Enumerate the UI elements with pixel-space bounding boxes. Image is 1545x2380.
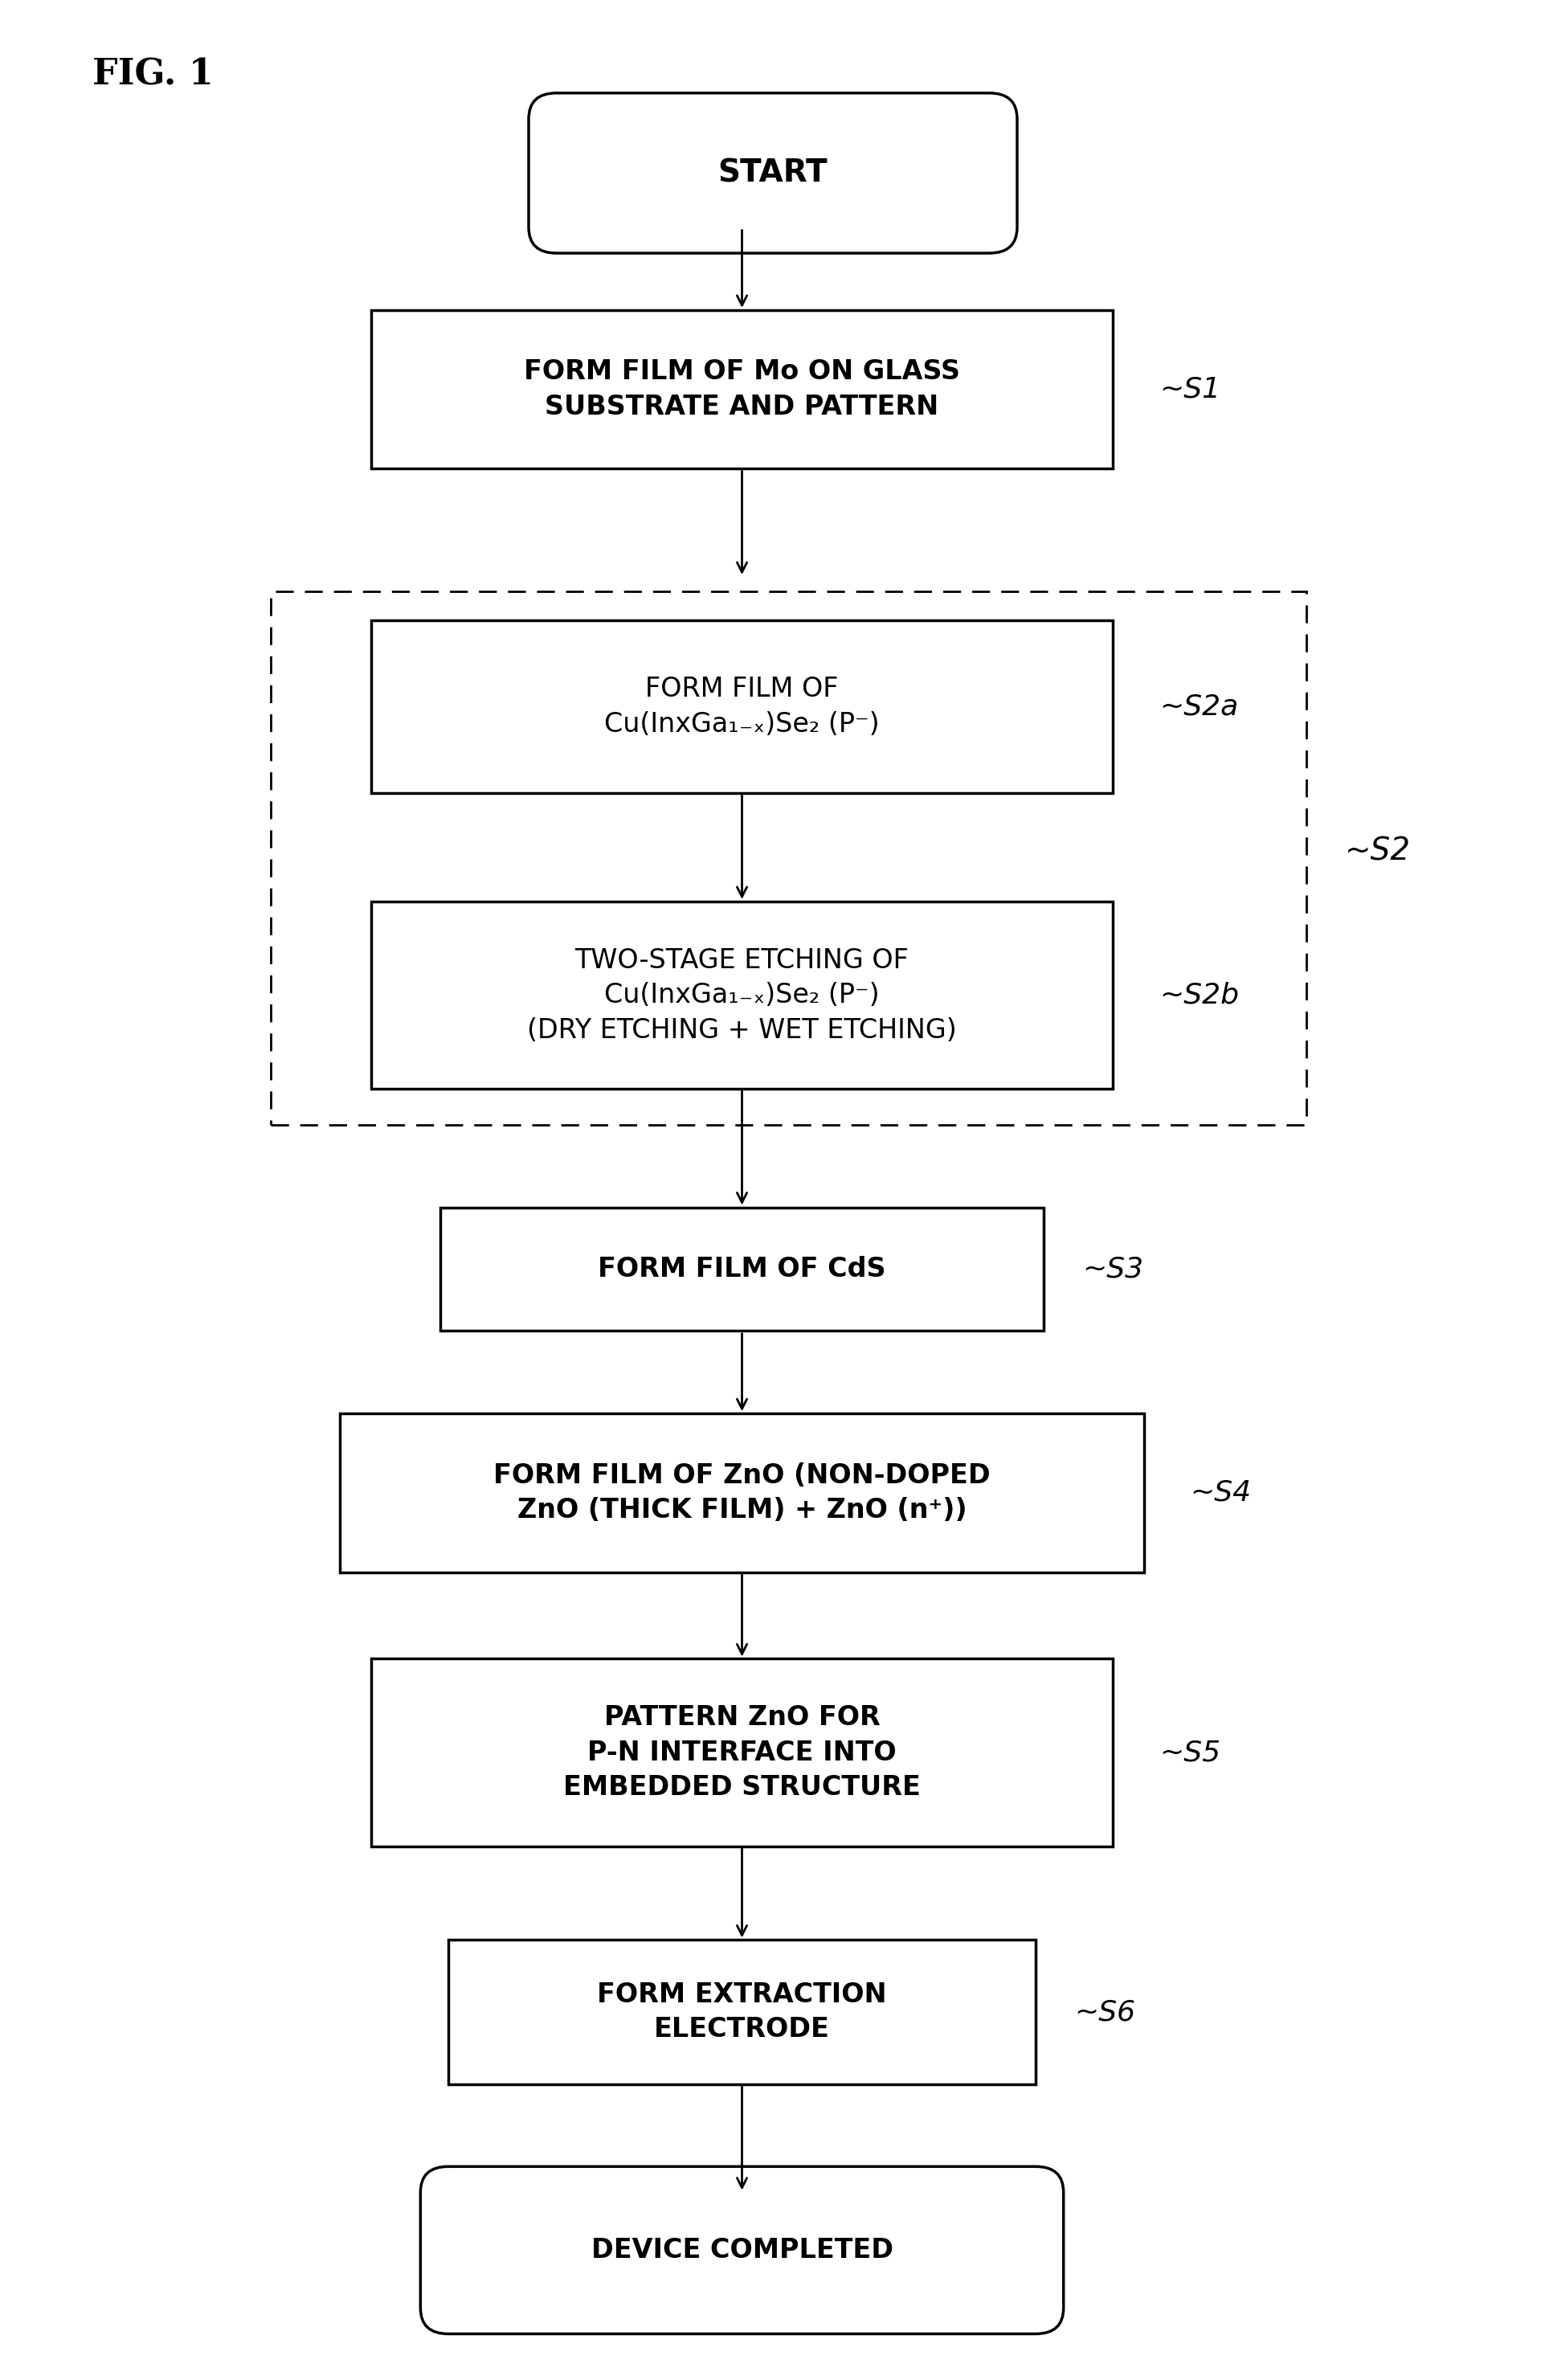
Bar <box>440 1209 1043 1330</box>
Bar <box>371 309 1112 469</box>
Text: FORM EXTRACTION
ELECTRODE: FORM EXTRACTION ELECTRODE <box>596 1983 887 2042</box>
FancyBboxPatch shape <box>528 93 1017 252</box>
Text: DEVICE COMPLETED: DEVICE COMPLETED <box>590 2237 893 2263</box>
Text: ~S6: ~S6 <box>1074 1999 1136 2025</box>
Text: START: START <box>717 157 828 188</box>
Text: ~S1: ~S1 <box>1159 376 1221 402</box>
Bar <box>371 902 1112 1090</box>
Text: TWO-STAGE ETCHING OF
Cu(InxGa₁₋ₓ)Se₂ (P⁻)
(DRY ETCHING + WET ETCHING): TWO-STAGE ETCHING OF Cu(InxGa₁₋ₓ)Se₂ (P⁻… <box>527 947 956 1042</box>
Text: FORM FILM OF
Cu(InxGa₁₋ₓ)Se₂ (P⁻): FORM FILM OF Cu(InxGa₁₋ₓ)Se₂ (P⁻) <box>604 676 879 738</box>
Bar <box>340 1414 1143 1573</box>
Bar <box>270 590 1306 1126</box>
Text: ~S4: ~S4 <box>1190 1480 1251 1507</box>
Text: ~S2: ~S2 <box>1344 835 1411 866</box>
Text: FIG. 1: FIG. 1 <box>93 57 213 93</box>
Bar <box>371 1659 1112 1847</box>
Text: ~S2a: ~S2a <box>1159 693 1238 721</box>
Bar <box>448 1940 1035 2085</box>
Text: FORM FILM OF ZnO (NON-DOPED
ZnO (THICK FILM) + ZnO (n⁺)): FORM FILM OF ZnO (NON-DOPED ZnO (THICK F… <box>493 1461 990 1523</box>
Bar <box>371 621 1112 793</box>
Text: ~S5: ~S5 <box>1159 1740 1221 1766</box>
Text: ~S3: ~S3 <box>1082 1257 1143 1283</box>
Text: ~S2b: ~S2b <box>1159 981 1238 1009</box>
Text: FORM FILM OF Mo ON GLASS
SUBSTRATE AND PATTERN: FORM FILM OF Mo ON GLASS SUBSTRATE AND P… <box>524 359 959 421</box>
Text: PATTERN ZnO FOR
P-N INTERFACE INTO
EMBEDDED STRUCTURE: PATTERN ZnO FOR P-N INTERFACE INTO EMBED… <box>562 1704 921 1802</box>
Text: FORM FILM OF CdS: FORM FILM OF CdS <box>598 1257 885 1283</box>
FancyBboxPatch shape <box>420 2166 1063 2335</box>
